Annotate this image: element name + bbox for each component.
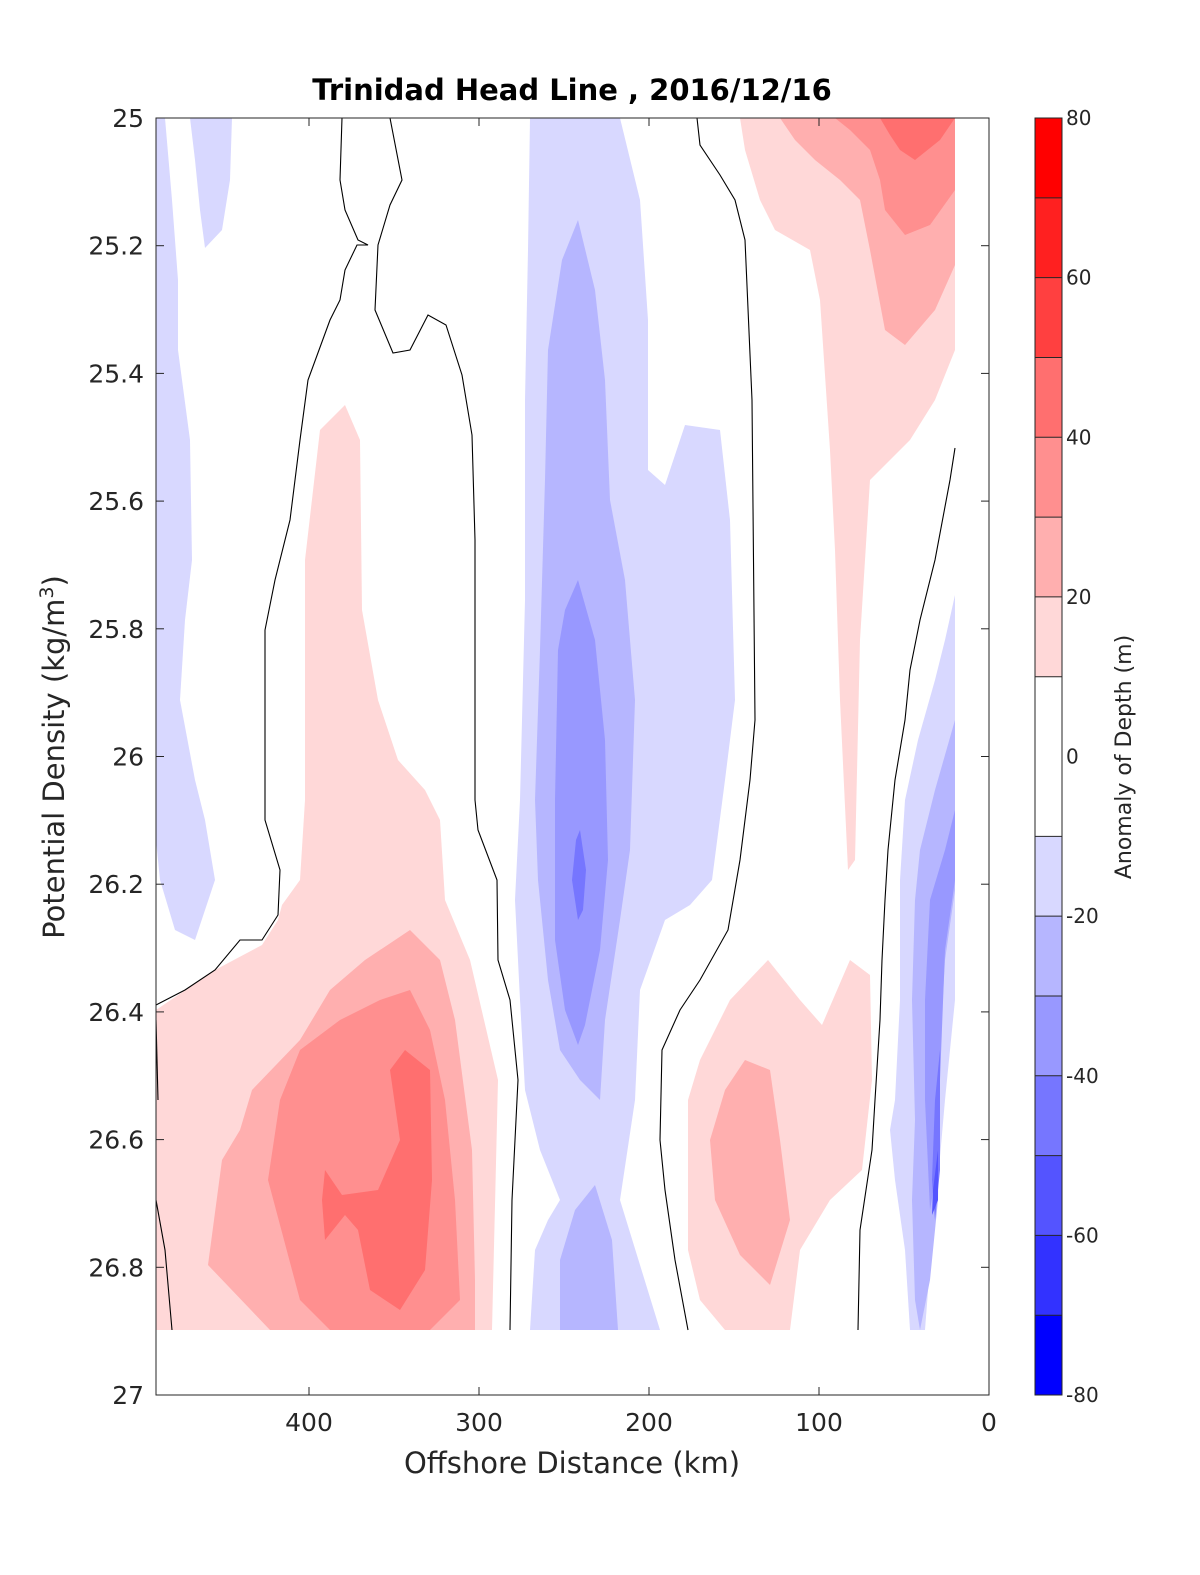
colorbar-label: Anomaly of Depth (m) (1112, 635, 1137, 879)
y-tick-label: 26 (112, 743, 144, 772)
y-tick-label: 25.2 (88, 232, 144, 261)
x-tick-label: 200 (625, 1408, 673, 1437)
x-axis-ticks: 400 300 200 100 0 (285, 118, 997, 1437)
contour-fill-neg-50-right (932, 1150, 938, 1215)
x-axis-label: Offshore Distance (km) (404, 1446, 740, 1480)
colorbar-tick-label: 40 (1066, 425, 1091, 449)
colorbar-segment (1035, 118, 1062, 198)
contour-fill-neg-40 (572, 830, 586, 920)
colorbar-segment (1035, 1315, 1062, 1395)
positive-anomaly-regions (156, 118, 955, 1330)
y-tick-label: 25.4 (88, 359, 144, 388)
colorbar-tick-label: 0 (1066, 745, 1079, 769)
x-tick-label: 300 (455, 1408, 503, 1437)
y-axis-ticks: 25 25.2 25.4 25.6 25.8 26 26.2 26.4 26.6 26.8 27 (88, 104, 989, 1410)
contour-fill-pos-40-ur (880, 118, 955, 160)
no-data-region (156, 1331, 989, 1395)
zero-contour-left-bottom (156, 1199, 173, 1331)
contour-fill-neg-10-left-top (190, 118, 232, 248)
colorbar-segment (1035, 596, 1062, 677)
colorbar-tick-label: -40 (1066, 1064, 1099, 1088)
zero-contour-left-inner (374, 118, 519, 1331)
colorbar-tick-label: 80 (1066, 106, 1091, 130)
colorbar-frame (1034, 117, 1063, 1396)
colorbar-segment (1035, 916, 1062, 996)
colorbar-segment (1035, 1235, 1062, 1316)
colorbar-segment (1035, 517, 1062, 597)
colorbar-tick-label: 20 (1066, 585, 1091, 609)
colorbar-segment (1035, 357, 1062, 438)
colorbar-tick-label: -60 (1066, 1223, 1099, 1247)
y-axis-label-close: ) (37, 575, 71, 586)
zero-contour-left (156, 118, 369, 1006)
zero-contour-right (659, 118, 756, 1331)
x-tick-label: 400 (285, 1408, 333, 1437)
colorbar-ticks: 80 60 40 20 0 -20 -40 -60 -80 (1066, 106, 1099, 1407)
colorbar-segment (1035, 1155, 1062, 1236)
colorbar: 80 60 40 20 0 -20 -40 -60 -80 Anomaly of Depth (… (1034, 106, 1137, 1407)
contour-fill-neg-30-right (925, 810, 955, 1210)
contour-fill-pos-20-lm (710, 1060, 790, 1285)
y-tick-label: 26.2 (88, 870, 144, 899)
colorbar-segments (1035, 117, 1062, 1396)
colorbar-segment (1035, 1075, 1062, 1156)
colorbar-segment (1035, 197, 1062, 278)
y-tick-label: 26.4 (88, 998, 144, 1027)
x-tick-label: 100 (795, 1408, 843, 1437)
y-tick-label: 26.8 (88, 1253, 144, 1282)
y-axis-label-superscript: 3 (36, 586, 58, 598)
contour-fill-neg-30 (555, 580, 608, 1045)
y-axis-label-main: Potential Density (kg/m (37, 599, 71, 939)
colorbar-segment (1035, 836, 1062, 917)
contour-plot-area: 400 300 200 100 0 25 25.2 25.4 25.6 25.8 26 26.2 26… (88, 104, 997, 1437)
y-tick-label: 26.6 (88, 1126, 144, 1155)
contour-fill-neg-20-low (560, 1185, 618, 1330)
colorbar-segment (1035, 676, 1062, 837)
contour-fill-neg-10-left (156, 118, 215, 940)
y-tick-label: 25 (112, 104, 144, 133)
x-tick-label: 0 (981, 1408, 997, 1437)
colorbar-tick-label: -20 (1066, 904, 1099, 928)
colorbar-tick-label: -80 (1066, 1383, 1099, 1407)
colorbar-tick-label: 60 (1066, 266, 1091, 290)
zero-contour-lines (156, 118, 956, 1331)
y-tick-label: 25.8 (88, 615, 144, 644)
contour-fill-pos-40 (322, 1050, 432, 1310)
zero-contour-far-right (857, 447, 956, 1331)
y-tick-label: 27 (112, 1381, 144, 1410)
negative-anomaly-regions (156, 118, 955, 1330)
y-axis-label: Potential Density (kg/m3) (36, 575, 71, 939)
chart-title: Trinidad Head Line , 2016/12/16 (312, 73, 832, 107)
colorbar-segment (1035, 437, 1062, 518)
colorbar-segment (1035, 995, 1062, 1076)
colorbar-segment (1035, 277, 1062, 358)
y-tick-label: 25.6 (88, 487, 144, 516)
